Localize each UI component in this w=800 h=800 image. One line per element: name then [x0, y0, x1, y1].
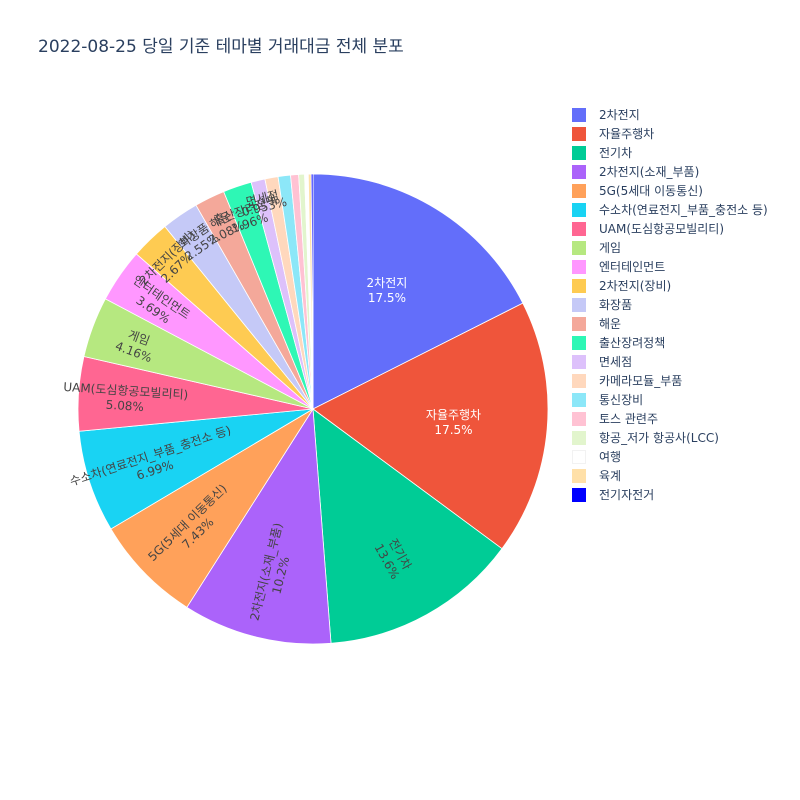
- legend-item[interactable]: 5G(5세대 이동통신): [570, 181, 768, 200]
- legend-swatch: [572, 240, 586, 255]
- pie-slice: [310, 173, 314, 410]
- slice-label: 2차전지 17.5%: [367, 276, 408, 305]
- legend-item[interactable]: 해운: [570, 314, 768, 333]
- pie-slice: [312, 302, 549, 550]
- legend-item[interactable]: 전기자전거: [570, 485, 768, 504]
- legend-label: 전기차: [599, 146, 633, 160]
- pie-slices: [77, 173, 549, 645]
- slice-label: 게임4.16%: [113, 325, 159, 365]
- legend-item[interactable]: 게임: [570, 238, 768, 257]
- legend-label: 자율주행차: [599, 127, 655, 141]
- legend-item[interactable]: UAM(도심항공모빌리티): [570, 219, 768, 238]
- legend-label: 게임: [599, 241, 622, 255]
- slice-label-name: 자율주행차: [426, 407, 481, 422]
- legend-swatch: [572, 373, 586, 388]
- legend-label: 토스 관련주: [599, 412, 659, 426]
- legend-label: 통신장비: [599, 393, 644, 407]
- pie-slice: [312, 408, 503, 644]
- legend-item[interactable]: 전기차: [570, 143, 768, 162]
- legend-item[interactable]: 항공_저가 항공사(LCC): [570, 428, 768, 447]
- legend-item[interactable]: 통신장비: [570, 390, 768, 409]
- slice-label: 자율주행차 17.5%: [426, 407, 481, 437]
- legend-label: 면세점: [599, 355, 633, 369]
- legend-item[interactable]: 수소차(연료전지_부품_충전소 등): [570, 200, 768, 219]
- legend-item[interactable]: 출산장려정책: [570, 333, 768, 352]
- legend-label: 화장품: [599, 298, 633, 312]
- legend-label: 5G(5세대 이동통신): [599, 184, 703, 198]
- slice-label-percent: 5.08%: [105, 398, 144, 414]
- legend-swatch: [572, 183, 586, 198]
- chart-title: 2022-08-25 당일 기준 테마별 거래대금 전체 분포: [38, 37, 404, 57]
- legend-label: 항공_저가 항공사(LCC): [599, 431, 719, 445]
- slice-label-name: 2차전지: [367, 276, 408, 290]
- legend-swatch: [572, 392, 586, 407]
- legend-swatch: [572, 221, 586, 236]
- legend-item[interactable]: 화장품: [570, 295, 768, 314]
- legend-item[interactable]: 자율주행차: [570, 124, 768, 143]
- legend-item[interactable]: 육계: [570, 466, 768, 485]
- legend-swatch: [572, 278, 586, 293]
- legend-swatch: [572, 202, 586, 217]
- legend-label: 수소차(연료전지_부품_충전소 등): [599, 203, 768, 217]
- legend-item[interactable]: 2차전지(소재_부품): [570, 162, 768, 181]
- legend-label: UAM(도심항공모빌리티): [599, 222, 725, 236]
- legend-item[interactable]: 엔터테인먼트: [570, 257, 768, 276]
- slice-label-percent: 17.5%: [368, 291, 406, 305]
- legend-swatch: [572, 449, 586, 464]
- legend-label: 여행: [599, 450, 622, 464]
- legend-label: 전기자전거: [599, 488, 655, 502]
- legend-swatch: [572, 316, 586, 331]
- legend-label: 육계: [599, 469, 622, 483]
- legend-swatch: [572, 354, 586, 369]
- legend-label: 카메라모듈_부품: [599, 374, 683, 388]
- legend-swatch: [572, 411, 586, 426]
- pie-slice: [78, 408, 314, 530]
- legend-swatch: [572, 297, 586, 312]
- legend-label: 엔터테인먼트: [599, 260, 666, 274]
- legend-label: 2차전지(소재_부품): [599, 165, 700, 179]
- legend-swatch: [572, 107, 586, 122]
- legend-label: 해운: [599, 317, 622, 331]
- legend-item[interactable]: 토스 관련주: [570, 409, 768, 428]
- legend-item[interactable]: 2차전지(장비): [570, 276, 768, 295]
- pie-slice: [110, 408, 314, 608]
- legend-swatch: [572, 145, 586, 160]
- legend-swatch: [572, 164, 586, 179]
- legend-label: 출산장려정책: [599, 336, 666, 350]
- pie-slice: [186, 407, 332, 645]
- slice-label-percent: 17.5%: [434, 423, 472, 437]
- legend-item[interactable]: 2차전지: [570, 105, 768, 124]
- legend-item[interactable]: 카메라모듈_부품: [570, 371, 768, 390]
- legend-swatch: [572, 487, 586, 502]
- legend-swatch: [572, 126, 586, 141]
- legend-label: 2차전지: [599, 108, 640, 122]
- legend-swatch: [572, 335, 586, 350]
- legend-item[interactable]: 면세점: [570, 352, 768, 371]
- legend-swatch: [572, 259, 586, 274]
- legend-item[interactable]: 여행: [570, 447, 768, 466]
- legend-swatch: [572, 468, 586, 483]
- pie-slice: [312, 173, 524, 410]
- legend-swatch: [572, 430, 586, 445]
- legend-label: 2차전지(장비): [599, 279, 672, 293]
